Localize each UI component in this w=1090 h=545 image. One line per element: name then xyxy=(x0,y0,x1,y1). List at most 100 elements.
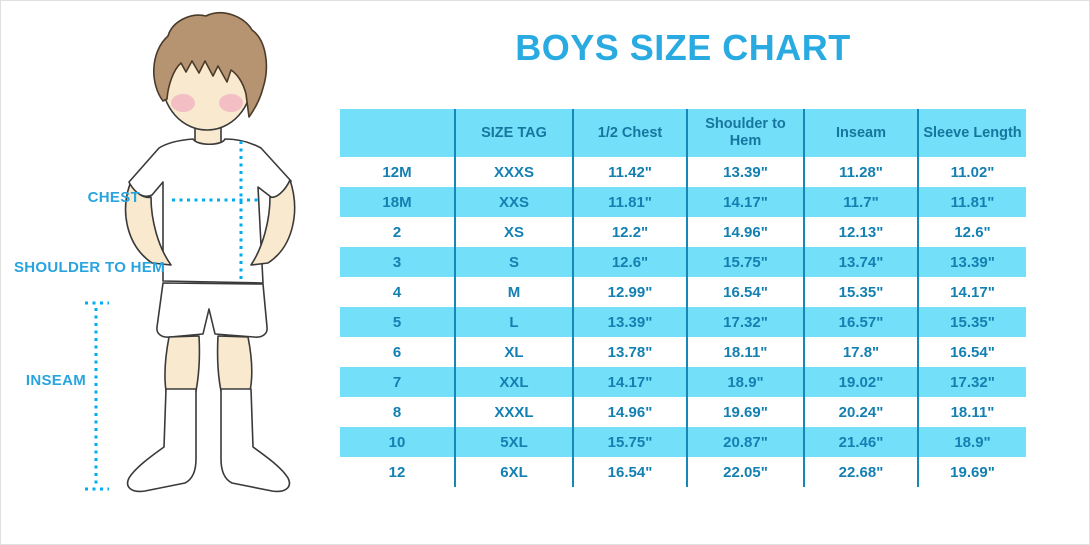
table-cell: 12.13" xyxy=(803,217,918,247)
row-size-label: 3 xyxy=(392,253,402,271)
row-size-label: 12 xyxy=(388,463,406,481)
table-body: 12M XXXS 11.42" 13.39" 11.28" 11.02" 18M XXS 11.… xyxy=(340,157,1026,487)
table-cell: 13.39" xyxy=(686,157,804,187)
row-size-label: 18M xyxy=(382,193,412,211)
shoulder-to-hem-label: SHOULDER TO HEM xyxy=(14,259,165,276)
table-row: 2 XS 12.2" 14.96" 12.13" 12.6" xyxy=(340,217,1026,247)
table-cell: 13.39" xyxy=(572,307,687,337)
table-cell: 15.35" xyxy=(917,307,1026,337)
table-cell: 14.17" xyxy=(572,367,687,397)
table-row: 8 XXXL 14.96" 19.69" 20.24" 18.11" xyxy=(340,397,1026,427)
boy-cheek-left xyxy=(171,94,195,112)
boy-arm-right xyxy=(250,179,296,266)
table-cell: 16.54" xyxy=(572,457,687,487)
table-cell: 11.28" xyxy=(803,157,918,187)
table-cell: 16.57" xyxy=(803,307,918,337)
table-cell: XS xyxy=(454,217,573,247)
inseam-label: INSEAM xyxy=(25,372,86,389)
table-row: 10 5XL 15.75" 20.87" 21.46" 18.9" xyxy=(340,427,1026,457)
header-row: SIZE TAG 1/2 Chest Shoulder to Hem Inseam Sl… xyxy=(340,109,1026,157)
row-size-label: 7 xyxy=(392,373,402,391)
table-cell: 19.69" xyxy=(686,397,804,427)
table-cell: S xyxy=(454,247,573,277)
table-cell: 6XL xyxy=(454,457,573,487)
table-row: 4 M 12.99" 16.54" 15.35" 14.17" xyxy=(340,277,1026,307)
table-cell: 11.81" xyxy=(572,187,687,217)
table-cell: 18.9" xyxy=(686,367,804,397)
row-size-label: 8 xyxy=(392,403,402,421)
column-header xyxy=(340,109,455,157)
table-cell: 5XL xyxy=(454,427,573,457)
table-row: 6 XL 13.78" 18.11" 17.8" 16.54" xyxy=(340,337,1026,367)
table-cell: 14.17" xyxy=(686,187,804,217)
table-cell: 18.11" xyxy=(917,397,1026,427)
table-cell: 19.69" xyxy=(917,457,1026,487)
table-cell: XXXL xyxy=(454,397,573,427)
column-header: Sleeve Length xyxy=(917,109,1026,157)
table-cell: 17.32" xyxy=(686,307,804,337)
boy-leg-left xyxy=(164,335,201,392)
row-size-label: 2 xyxy=(392,223,402,241)
boy-sock-right xyxy=(220,388,291,493)
table-cell: 21.46" xyxy=(803,427,918,457)
table-cell: 18.11" xyxy=(686,337,804,367)
table-cell: 20.24" xyxy=(803,397,918,427)
table-row: 12 6XL 16.54" 22.05" 22.68" 19.69" xyxy=(340,457,1026,487)
table-cell: 15.35" xyxy=(803,277,918,307)
table-cell: 20.87" xyxy=(686,427,804,457)
table-cell: 12.99" xyxy=(572,277,687,307)
size-chart-table: SIZE TAG 1/2 Chest Shoulder to Hem Inseam Sl… xyxy=(340,109,1026,487)
table-row: 12M XXXS 11.42" 13.39" 11.28" 11.02" xyxy=(340,157,1026,187)
table-cell: 14.96" xyxy=(572,397,687,427)
table-cell: XXL xyxy=(454,367,573,397)
table-cell: XXXS xyxy=(454,157,573,187)
column-header: SIZE TAG xyxy=(454,109,573,157)
table-cell: 14.17" xyxy=(917,277,1026,307)
table-cell: 14.96" xyxy=(686,217,804,247)
boy-hair xyxy=(153,12,268,118)
table-cell: 16.54" xyxy=(917,337,1026,367)
table-cell: 11.42" xyxy=(572,157,687,187)
row-size-label: 4 xyxy=(392,283,402,301)
table-cell: L xyxy=(454,307,573,337)
boy-illustration xyxy=(85,12,296,493)
table-cell: M xyxy=(454,277,573,307)
table-cell: 22.68" xyxy=(803,457,918,487)
table-row: 18M XXS 11.81" 14.17" 11.7" 11.81" xyxy=(340,187,1026,217)
row-size-label: 10 xyxy=(388,433,406,451)
table-cell: 11.81" xyxy=(917,187,1026,217)
boy-sock-left xyxy=(126,388,197,493)
table-row: 5 L 13.39" 17.32" 16.57" 15.35" xyxy=(340,307,1026,337)
column-header: Shoulder to Hem xyxy=(686,109,804,157)
boy-arm-left xyxy=(124,183,172,266)
table-cell: 13.74" xyxy=(803,247,918,277)
table-cell: 12.2" xyxy=(572,217,687,247)
boy-cheek-right xyxy=(219,94,243,112)
row-size-label: 5 xyxy=(392,313,402,331)
boy-shorts xyxy=(156,282,268,338)
table-cell: 13.78" xyxy=(572,337,687,367)
table-cell: 18.9" xyxy=(917,427,1026,457)
table-cell: 11.7" xyxy=(803,187,918,217)
chest-label: CHEST xyxy=(87,189,140,206)
table-cell: 17.8" xyxy=(803,337,918,367)
table-cell: 22.05" xyxy=(686,457,804,487)
table-cell: 12.6" xyxy=(917,217,1026,247)
table-cell: 17.32" xyxy=(917,367,1026,397)
table-cell: 13.39" xyxy=(917,247,1026,277)
table-cell: XXS xyxy=(454,187,573,217)
table-cell: 11.02" xyxy=(917,157,1026,187)
row-size-label: 6 xyxy=(392,343,402,361)
table-cell: XL xyxy=(454,337,573,367)
boy-leg-right xyxy=(216,335,253,392)
column-header: 1/2 Chest xyxy=(572,109,687,157)
table-cell: 16.54" xyxy=(686,277,804,307)
column-header: Inseam xyxy=(803,109,918,157)
table-cell: 15.75" xyxy=(572,427,687,457)
table-cell: 19.02" xyxy=(803,367,918,397)
page-title: BOYS SIZE CHART xyxy=(515,27,851,68)
table-cell: 12.6" xyxy=(572,247,687,277)
row-size-label: 12M xyxy=(382,163,412,181)
table-cell: 15.75" xyxy=(686,247,804,277)
table-row: 7 XXL 14.17" 18.9" 19.02" 17.32" xyxy=(340,367,1026,397)
